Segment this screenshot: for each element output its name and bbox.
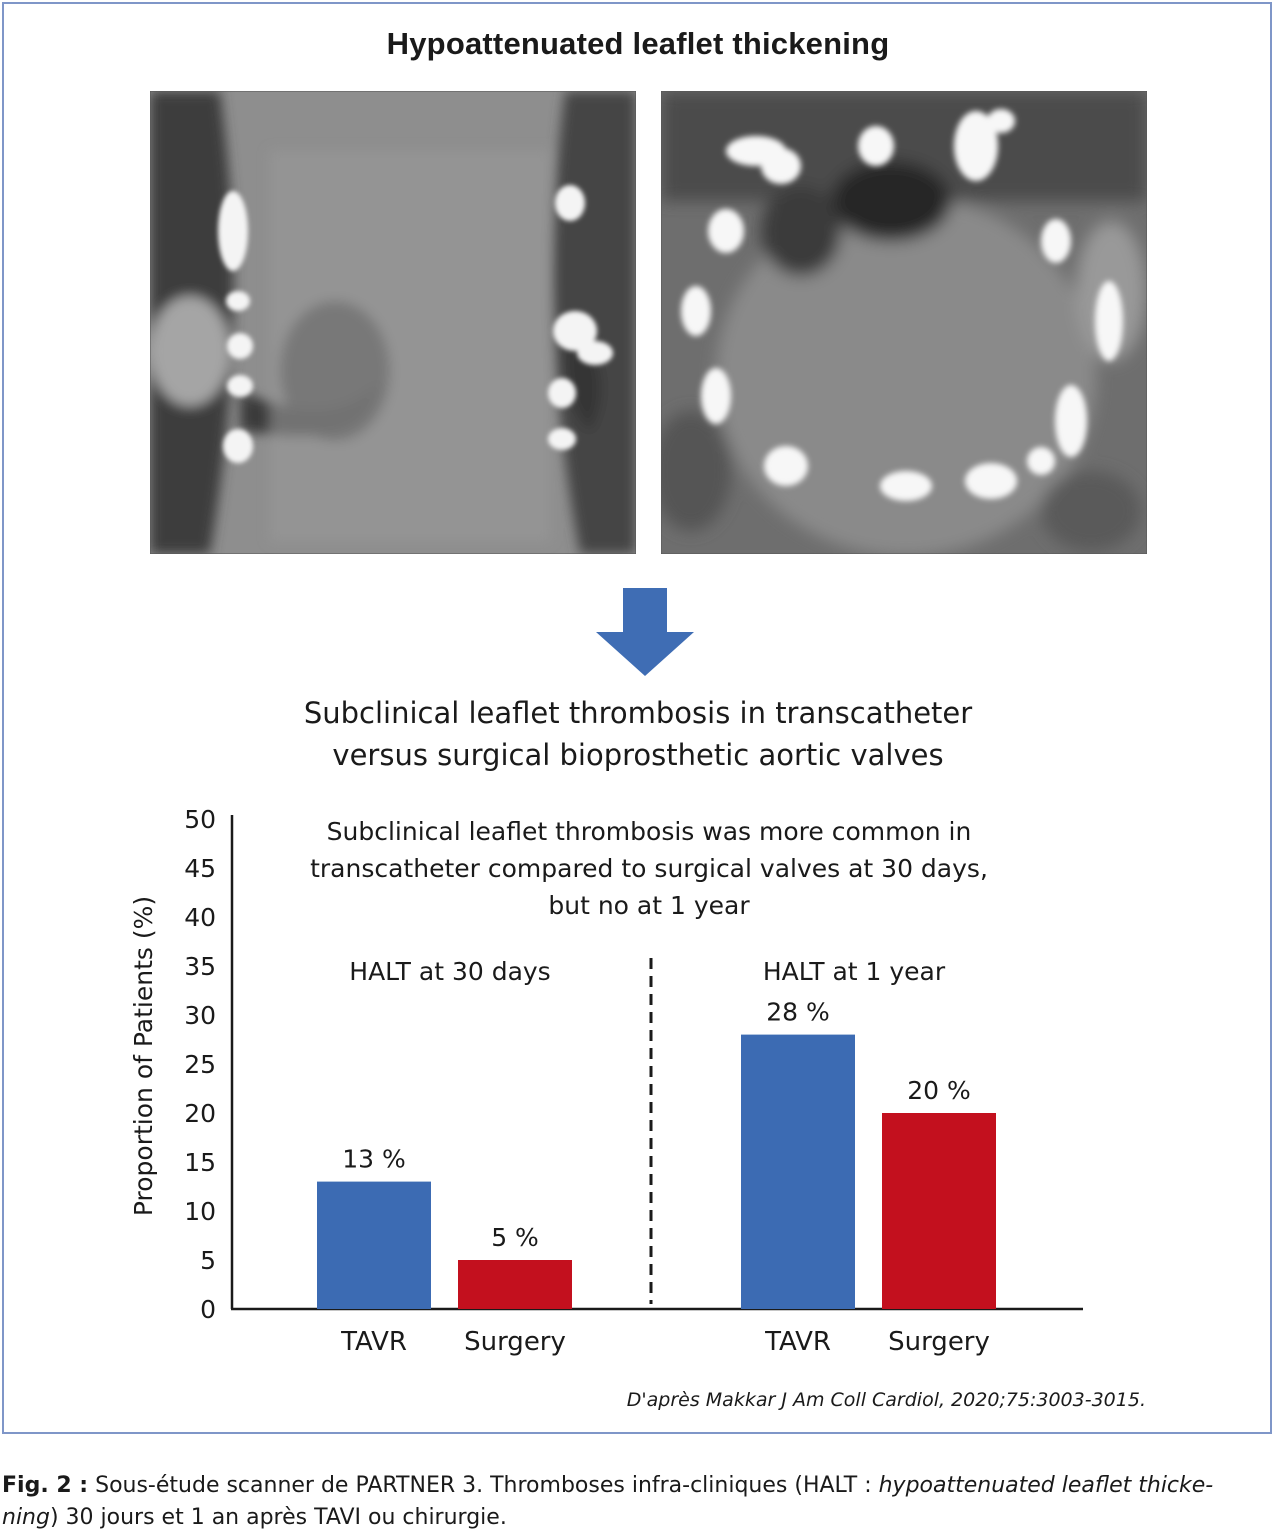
group-title: HALT at 1 year — [763, 957, 946, 986]
y-tick-label: 15 — [184, 1148, 216, 1177]
ct-scan-longitudinal-image — [150, 91, 636, 554]
bar-surgery — [458, 1260, 572, 1309]
bar-tavr — [317, 1181, 431, 1309]
caption-italic-b: ning — [2, 1505, 50, 1530]
bar-value-label: 5 % — [491, 1223, 539, 1252]
chart-subtitle: Subclinical leaflet thrombosis in transc… — [0, 692, 1276, 776]
bar-value-label: 20 % — [907, 1076, 971, 1105]
y-tick-label: 5 — [200, 1246, 216, 1275]
chart-subtitle-line-1: Subclinical leaflet thrombosis in transc… — [303, 696, 973, 730]
y-tick-label: 25 — [184, 1050, 216, 1079]
ct-scan-short-axis-image — [661, 91, 1147, 554]
x-category-label: Surgery — [888, 1327, 990, 1357]
y-tick-label: 20 — [184, 1099, 216, 1128]
chart-annotation-line: but no at 1 year — [548, 891, 750, 920]
y-tick-label: 45 — [184, 854, 216, 883]
x-category-label: Surgery — [464, 1327, 566, 1357]
y-tick-label: 0 — [200, 1295, 216, 1324]
figure-caption: Fig. 2 : Sous-étude scanner de PARTNER 3… — [2, 1470, 1272, 1534]
y-tick-label: 35 — [184, 952, 216, 981]
x-category-label: TAVR — [340, 1327, 407, 1357]
group-title: HALT at 30 days — [349, 957, 550, 986]
chart-subtitle-line-2: versus surgical bioprosthetic aortic val… — [332, 738, 944, 772]
caption-text-b: ) 30 jours et 1 an après TAVI ou chirurg… — [49, 1505, 507, 1530]
y-tick-label: 40 — [184, 903, 216, 932]
bar-value-label: 13 % — [342, 1145, 406, 1174]
down-arrow-icon — [596, 588, 694, 680]
y-axis-label: Proportion of Patients (%) — [129, 896, 158, 1216]
y-tick-label: 50 — [184, 805, 216, 834]
caption-text-a: Sous-étude scanner de PARTNER 3. Thrombo… — [88, 1473, 879, 1498]
bar-tavr — [741, 1034, 855, 1309]
x-category-label: TAVR — [764, 1327, 831, 1357]
caption-italic-a: hypoattenuated leaflet thicke- — [878, 1473, 1214, 1498]
figure-frame — [2, 2, 1272, 1434]
bar-value-label: 28 % — [766, 998, 830, 1027]
chart-annotation-line: transcatheter compared to surgical valve… — [310, 854, 988, 883]
figure-title: Hypoattenuated leaflet thickening — [386, 26, 890, 61]
caption-label: Fig. 2 : — [2, 1473, 89, 1498]
y-tick-label: 30 — [184, 1001, 216, 1030]
chart-annotation-line: Subclinical leaflet thrombosis was more … — [327, 817, 972, 846]
bar-surgery — [882, 1113, 996, 1309]
source-citation: D'après Makkar J Am Coll Cardiol, 2020;7… — [627, 1389, 1146, 1411]
y-tick-label: 10 — [184, 1197, 216, 1226]
bar-chart: 0 5 10 15 20 25 30 35 40 45 50 Proportion of Patien… — [129, 805, 1146, 1411]
